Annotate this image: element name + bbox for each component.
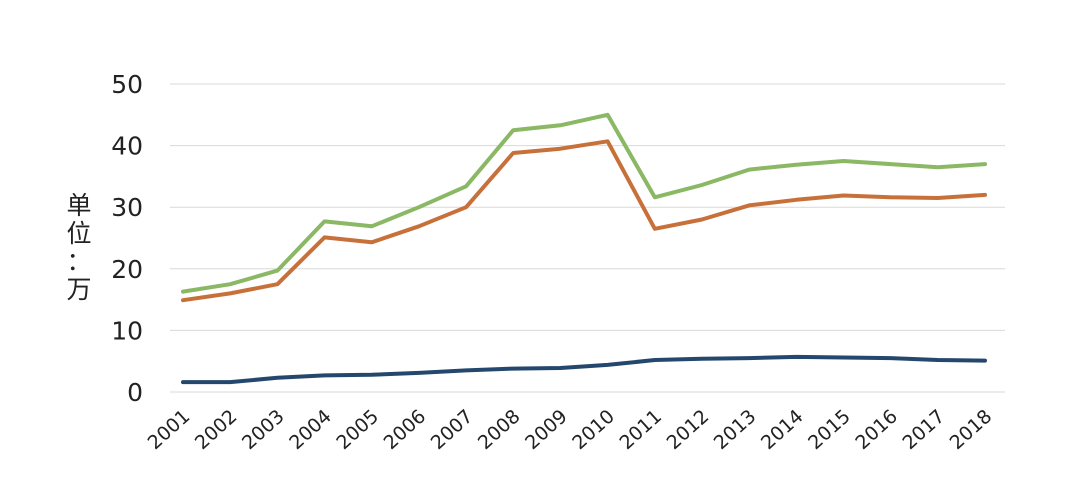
y-tick-label: 20	[111, 255, 143, 284]
y-tick-label: 50	[111, 70, 143, 99]
x-tick-label: 2003	[238, 405, 289, 454]
x-tick-label: 2007	[427, 405, 478, 454]
x-tick-label: 2014	[757, 405, 808, 454]
x-tick-label: 2004	[285, 405, 336, 454]
x-tick-label: 2017	[899, 405, 950, 454]
y-tick-label: 40	[111, 132, 143, 161]
y-tick-label: 30	[111, 193, 143, 222]
x-tick-label: 2010	[568, 405, 619, 454]
x-tick-label: 2012	[663, 405, 714, 454]
y-axis-label-char: ：	[66, 247, 92, 276]
series-line-1	[181, 112, 987, 294]
y-axis-label-char: 位	[66, 219, 92, 248]
series-line-3	[181, 354, 987, 385]
series-line-2	[181, 139, 987, 303]
x-tick-label: 2011	[615, 405, 666, 454]
y-axis-label-char: 万	[66, 275, 92, 304]
y-tick-label: 0	[127, 378, 143, 407]
y-tick-label: 10	[111, 316, 143, 345]
y-tick-labels: 0 10 20 30 40 50	[111, 70, 143, 407]
x-tick-label: 2015	[804, 405, 855, 454]
y-axis-label-char: 单	[66, 191, 92, 220]
x-tick-label: 2016	[851, 405, 902, 454]
x-tick-label: 2002	[191, 405, 242, 454]
gridlines	[170, 83, 1005, 393]
x-tick-label: 2005	[332, 405, 383, 454]
x-tick-label: 2006	[380, 405, 431, 454]
x-tick-labels: 2001200220032004200520062007200820092010…	[144, 405, 997, 454]
x-tick-label: 2018	[946, 405, 997, 454]
x-tick-label: 2008	[474, 405, 525, 454]
series-lines	[181, 112, 987, 385]
x-tick-label: 2009	[521, 405, 572, 454]
x-tick-label: 2001	[144, 405, 195, 454]
y-axis-label: 单 位 ： 万	[62, 192, 96, 304]
x-tick-label: 2013	[710, 405, 761, 454]
